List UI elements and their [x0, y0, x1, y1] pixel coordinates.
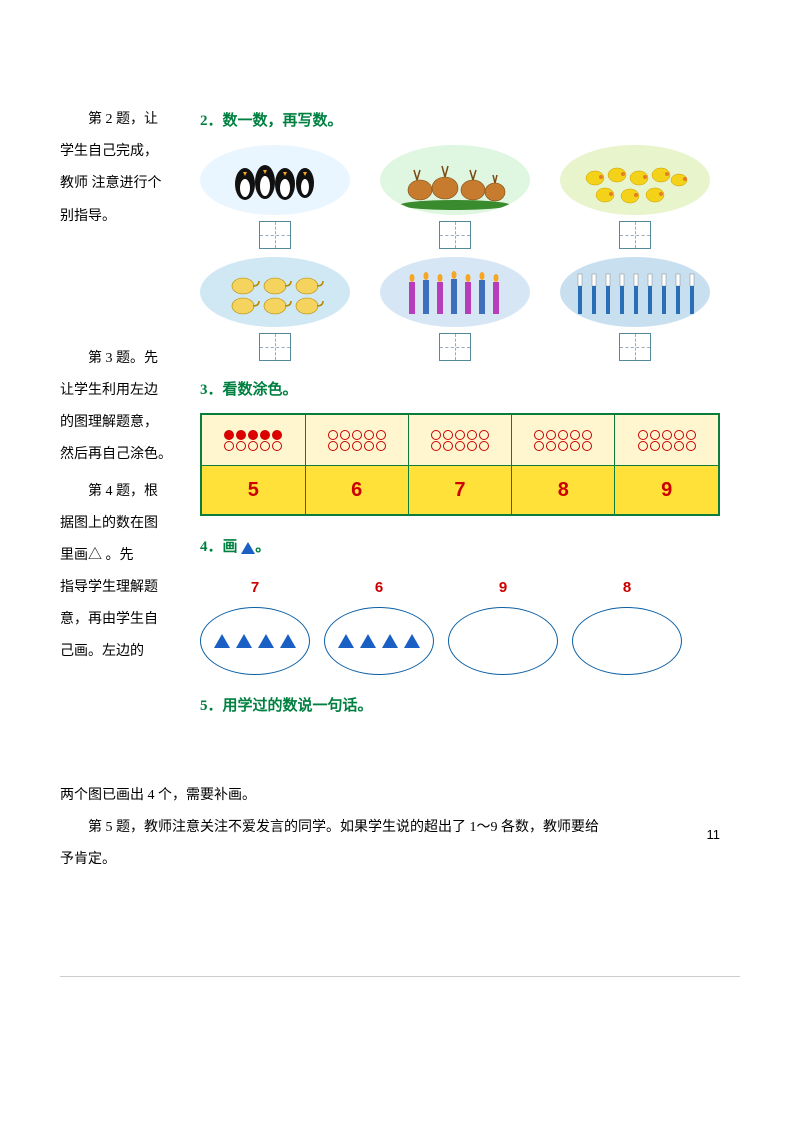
note-q4-l6: 己画。左边的	[60, 636, 190, 668]
note-q2-l4: 别指导。	[60, 201, 190, 233]
bottom-p2: 第 5 题，教师注意关注不爱发言的同学。如果学生说的超出了 1～9 各数，教师要…	[60, 812, 740, 844]
q4-oval-wrap: 9	[448, 571, 558, 676]
q3-num-row: 56789	[201, 466, 719, 516]
answer-box[interactable]	[259, 333, 291, 361]
q3-number-cell: 7	[408, 466, 511, 516]
note-q2-l1: 第 2 题，让	[60, 104, 190, 136]
q3-number-cell: 8	[512, 466, 615, 516]
page: 第 2 题，让 学生自己完成， 教师 注意进行个 别指导。 第 3 题。先 让学…	[0, 0, 800, 916]
q3-number-cell: 5	[201, 466, 305, 516]
q3-dots-cell[interactable]	[408, 414, 511, 466]
triangle-icon	[382, 634, 398, 648]
q3-dots-cell[interactable]	[305, 414, 408, 466]
note-q2-l3: 教师 注意进行个	[60, 168, 190, 200]
footer-divider	[60, 976, 740, 977]
note-q4-l5: 意，再由学生自	[60, 604, 190, 636]
top-wrap: 第 2 题，让 学生自己完成， 教师 注意进行个 别指导。 第 3 题。先 让学…	[60, 104, 740, 730]
triangle-icon	[338, 634, 354, 648]
q2-item	[200, 145, 350, 249]
q4-oval[interactable]	[572, 607, 682, 675]
ducks-icon	[560, 145, 710, 215]
q4-title-suffix: 。	[255, 539, 270, 555]
q2-item	[380, 257, 530, 361]
triangle-icon	[236, 634, 252, 648]
q2-title: 2．数一数，再写数。	[200, 104, 740, 139]
teapots-icon	[200, 257, 350, 327]
note-q2-l2: 学生自己完成，	[60, 136, 190, 168]
triangle-icon	[241, 542, 255, 554]
q5-title: 5．用学过的数说一句话。	[200, 689, 740, 724]
q4-oval-wrap: 7	[200, 571, 310, 676]
triangle-icon	[404, 634, 420, 648]
workbook-area: 2．数一数，再写数。	[200, 104, 740, 724]
note-q3-l1: 第 3 题。先	[60, 343, 190, 375]
q3-number-cell: 6	[305, 466, 408, 516]
q4-oval-wrap: 6	[324, 571, 434, 676]
q3-dots-cell[interactable]	[201, 414, 305, 466]
q4-oval[interactable]	[448, 607, 558, 675]
toothbrushes-icon	[560, 257, 710, 327]
answer-box[interactable]	[439, 221, 471, 249]
note-q3-l3: 的图理解题意，	[60, 407, 190, 439]
answer-box[interactable]	[619, 333, 651, 361]
q3-table: 56789	[200, 413, 720, 516]
q4-oval-number: 6	[324, 571, 434, 606]
q3-title: 3．看数涂色。	[200, 373, 740, 408]
q3-dots-cell[interactable]	[615, 414, 719, 466]
q2-item	[200, 257, 350, 361]
bottom-p3: 予肯定。	[60, 844, 740, 876]
penguins-icon	[200, 145, 350, 215]
q4-oval-wrap: 8	[572, 571, 682, 676]
note-q3-l4: 然后再自己涂色。	[60, 439, 190, 471]
answer-box[interactable]	[619, 221, 651, 249]
q4-row: 7698	[200, 571, 740, 676]
note-q3-l2: 让学生利用左边	[60, 375, 190, 407]
triangle-icon	[214, 634, 230, 648]
q3-number-cell: 9	[615, 466, 719, 516]
note-q4-l3: 里画△ 。先	[60, 540, 190, 572]
q2-row1	[200, 145, 740, 249]
bottom-paragraphs: 两个图已画出 4 个，需要补画。 第 5 题，教师注意关注不爱发言的同学。如果学…	[60, 780, 740, 877]
triangle-icon	[258, 634, 274, 648]
q3-dots-cell[interactable]	[512, 414, 615, 466]
q4-oval-number: 9	[448, 571, 558, 606]
note-q4-l1: 第 4 题，根	[60, 476, 190, 508]
teacher-notes: 第 2 题，让 学生自己完成， 教师 注意进行个 别指导。 第 3 题。先 让学…	[60, 104, 190, 669]
triangle-icon	[280, 634, 296, 648]
candles-icon	[380, 257, 530, 327]
q4-title-prefix: 4．画	[200, 539, 241, 555]
deer-icon	[380, 145, 530, 215]
answer-box[interactable]	[259, 221, 291, 249]
q2-row2	[200, 257, 740, 361]
q3-dots-row	[201, 414, 719, 466]
q2-item	[380, 145, 530, 249]
answer-box[interactable]	[439, 333, 471, 361]
triangle-icon	[360, 634, 376, 648]
bottom-p1: 两个图已画出 4 个，需要补画。	[60, 780, 740, 812]
q4-oval-number: 8	[572, 571, 682, 606]
q2-item	[560, 145, 710, 249]
page-number: 11	[707, 820, 721, 850]
note-q4-l2: 据图上的数在图	[60, 508, 190, 540]
note-q4-l4: 指导学生理解题	[60, 572, 190, 604]
q2-item	[560, 257, 710, 361]
q4-oval-number: 7	[200, 571, 310, 606]
q4-title: 4．画 。	[200, 530, 740, 565]
q4-oval[interactable]	[324, 607, 434, 675]
q4-oval[interactable]	[200, 607, 310, 675]
